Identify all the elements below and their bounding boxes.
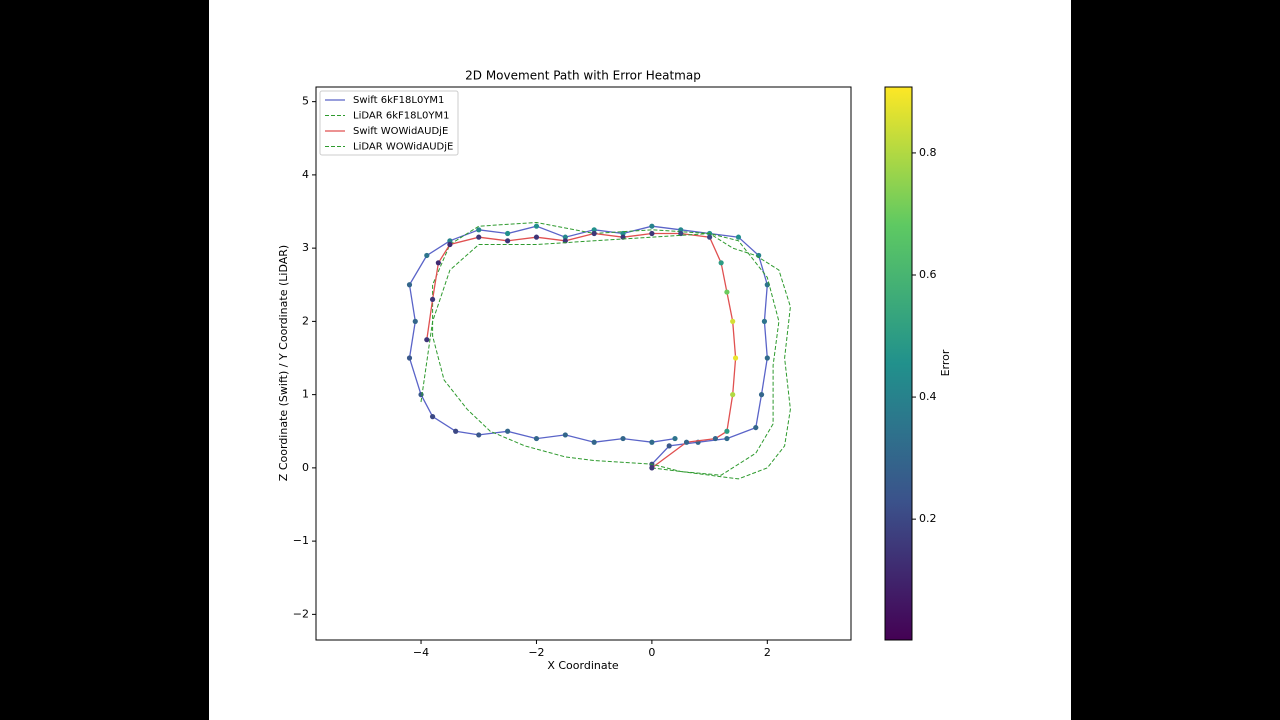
y-tick-label: −2 xyxy=(293,607,309,620)
plot-area xyxy=(406,221,791,480)
y-tick-label: 1 xyxy=(302,388,309,401)
x-axis-label: X Coordinate xyxy=(547,659,619,672)
legend-label: LiDAR 6kF18L0YM1 xyxy=(353,111,450,122)
colorbar-tick-label: 0.8 xyxy=(919,146,937,159)
error-point xyxy=(476,234,482,240)
error-point xyxy=(429,414,436,420)
series-line xyxy=(426,232,737,469)
error-point xyxy=(505,428,511,434)
legend-label: Swift WOWidAUDjE xyxy=(353,126,448,137)
error-point xyxy=(758,392,765,398)
colorbar xyxy=(884,86,913,641)
x-tick-label: −4 xyxy=(413,646,429,659)
error-point xyxy=(591,439,597,445)
y-tick-label: 4 xyxy=(302,168,309,181)
legend-label: LiDAR WOWidAUDjE xyxy=(353,142,453,153)
y-tick-label: 5 xyxy=(302,95,309,108)
error-point xyxy=(533,435,540,442)
error-point xyxy=(533,223,540,229)
error-point xyxy=(429,296,436,303)
colorbar-tick-label: 0.2 xyxy=(919,512,937,525)
error-point xyxy=(591,227,597,233)
colorbar-tick-label: 0.6 xyxy=(919,268,937,281)
error-point xyxy=(505,238,511,244)
error-point xyxy=(562,238,568,244)
chart-title: 2D Movement Path with Error Heatmap xyxy=(465,69,701,83)
error-point xyxy=(435,260,441,266)
legend-box xyxy=(319,90,459,156)
error-point xyxy=(724,435,730,442)
error-point xyxy=(562,432,568,438)
error-point xyxy=(672,435,678,442)
error-point xyxy=(649,465,655,471)
colorbar-tick-label: 0.4 xyxy=(919,390,937,403)
error-point xyxy=(730,318,736,324)
axes-frame xyxy=(315,86,852,641)
y-tick-label: 2 xyxy=(302,314,309,327)
error-point xyxy=(712,435,718,442)
error-point xyxy=(412,318,418,324)
error-point xyxy=(424,252,430,259)
y-tick-label: −1 xyxy=(293,534,309,547)
x-tick-label: 0 xyxy=(648,646,655,659)
error-point xyxy=(476,432,482,438)
error-point xyxy=(732,355,739,361)
error-point xyxy=(447,241,453,248)
error-point xyxy=(724,428,730,434)
error-point xyxy=(620,230,626,237)
error-point xyxy=(764,355,770,361)
error-point xyxy=(424,337,430,343)
error-point xyxy=(620,435,626,442)
error-point xyxy=(649,223,655,229)
series-line xyxy=(408,225,768,465)
error-point xyxy=(406,355,413,361)
error-point xyxy=(761,318,768,324)
y-axis-label: Z Coordinate (Swift) / Y Coordinate (LiD… xyxy=(277,245,290,481)
error-point xyxy=(666,443,672,449)
error-point xyxy=(453,428,459,434)
error-point xyxy=(649,230,655,237)
x-tick-label: −2 xyxy=(528,646,544,659)
error-point xyxy=(707,234,713,240)
error-point xyxy=(505,230,511,237)
error-point xyxy=(683,439,690,445)
error-point xyxy=(591,230,597,237)
error-point xyxy=(418,392,424,398)
error-point xyxy=(447,238,453,244)
legend-label: Swift 6kF18L0YM1 xyxy=(353,95,444,106)
error-point xyxy=(678,230,684,237)
y-tick-label: 0 xyxy=(302,461,309,474)
y-tick-label: 3 xyxy=(302,241,309,254)
error-point xyxy=(753,424,759,431)
error-point xyxy=(406,282,413,288)
error-point xyxy=(649,439,655,445)
error-point xyxy=(718,260,724,266)
series-line xyxy=(420,232,780,476)
error-point xyxy=(562,234,568,240)
colorbar-label: Error xyxy=(939,349,952,376)
series-line xyxy=(432,221,791,480)
x-tick-label: 2 xyxy=(764,646,771,659)
error-point xyxy=(533,234,540,240)
error-point xyxy=(735,234,742,240)
error-point xyxy=(730,392,736,398)
error-point xyxy=(476,227,482,233)
error-point xyxy=(724,289,730,295)
